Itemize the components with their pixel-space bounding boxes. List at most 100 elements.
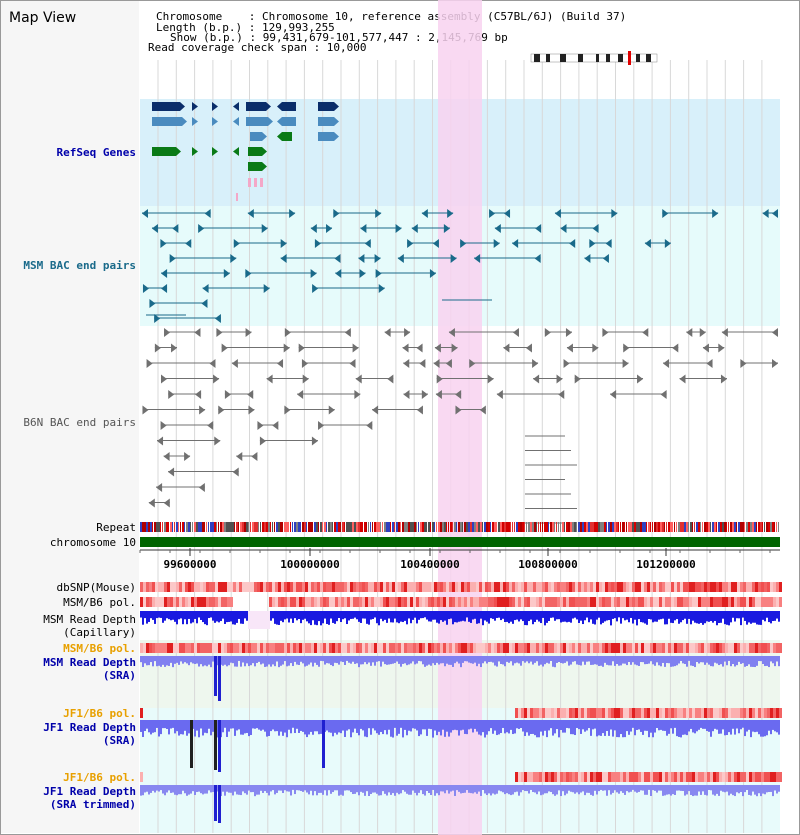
jf1-trim-depth-bar bbox=[594, 785, 596, 791]
msm-cap-depth-bar bbox=[372, 611, 374, 620]
repeat-segment bbox=[774, 522, 775, 532]
dbsnp-cell bbox=[611, 582, 614, 592]
repeat-segment bbox=[648, 522, 651, 532]
msm-b6-pol-cell bbox=[692, 597, 695, 607]
label-msm-depth-sra-1[interactable]: MSM Read Depth bbox=[43, 656, 136, 669]
label-repeat[interactable]: Repeat bbox=[96, 521, 136, 534]
jf1-depth-bar bbox=[664, 720, 666, 731]
jf1-trim-depth-bar bbox=[592, 785, 594, 796]
msm-cap-depth-bar bbox=[350, 611, 352, 619]
msm-cap-depth-bar bbox=[772, 611, 774, 622]
repeat-segment bbox=[496, 522, 497, 532]
label-jf1-b6-pol-trim[interactable]: JF1/B6 pol. bbox=[63, 771, 136, 784]
jf1-trim-depth-bar bbox=[604, 785, 606, 791]
jf1-depth-bar bbox=[666, 720, 668, 736]
msm-sra-depth-bar bbox=[460, 656, 462, 668]
jf1-trim-depth-bar bbox=[674, 785, 676, 795]
repeat-segment bbox=[668, 522, 670, 532]
jf1-pol-cell bbox=[599, 708, 602, 718]
jf1-depth-bar bbox=[726, 720, 728, 736]
label-msm-b6-pol-sra[interactable]: MSM/B6 pol. bbox=[63, 642, 136, 655]
jf1-trim-pol-cell bbox=[683, 772, 686, 782]
dbsnp-cell bbox=[728, 582, 731, 592]
msm-sra-depth-bar bbox=[308, 656, 310, 665]
repeat-segment bbox=[690, 522, 692, 532]
msm-b6-pol-cell bbox=[629, 597, 632, 607]
label-msm-b6-pol[interactable]: MSM/B6 pol. bbox=[63, 596, 136, 609]
b6n-bac-pair-end bbox=[142, 405, 149, 415]
jf1-depth-bar-spike bbox=[322, 720, 325, 768]
repeat-segment bbox=[602, 522, 604, 532]
msm-sra-pol-cell bbox=[296, 643, 299, 653]
jf1-trim-depth-bar bbox=[552, 785, 554, 795]
dbsnp-cell bbox=[569, 582, 572, 592]
msm-sra-depth-bar bbox=[336, 656, 338, 664]
repeat-segment bbox=[408, 522, 410, 532]
dbsnp-cell bbox=[419, 582, 422, 592]
jf1-depth-bar bbox=[588, 720, 590, 729]
msm-bac-pair-end bbox=[233, 239, 240, 248]
msm-sra-depth-bar bbox=[426, 656, 428, 666]
jf1-depth-bar bbox=[406, 720, 408, 736]
jf1-trim-depth-bar bbox=[548, 785, 550, 792]
msm-b6-pol-cell bbox=[695, 597, 698, 607]
msm-cap-depth-bar bbox=[332, 611, 334, 623]
jf1-depth-bar bbox=[548, 720, 550, 731]
msm-sra-depth-bar bbox=[152, 656, 154, 667]
jf1-pol-cell bbox=[779, 708, 782, 718]
label-jf1-b6-pol[interactable]: JF1/B6 pol. bbox=[63, 707, 136, 720]
refseq-gene-arrow bbox=[266, 102, 271, 111]
jf1-depth-bar bbox=[566, 720, 568, 728]
msm-sra-pol-cell bbox=[587, 643, 590, 653]
b6n-bac-pair-end bbox=[404, 328, 411, 337]
repeat-segment bbox=[650, 522, 651, 532]
jf1-trim-depth-bar bbox=[502, 785, 504, 793]
jf1-pol-cell bbox=[626, 708, 629, 718]
dbsnp-cell bbox=[527, 582, 530, 592]
msm-b6-pol-cell bbox=[518, 597, 521, 607]
msm-cap-depth-bar bbox=[730, 611, 732, 623]
msm-sra-depth-bar bbox=[326, 656, 328, 664]
msm-cap-depth-bar bbox=[728, 611, 730, 626]
label-msm-bac[interactable]: MSM BAC end pairs bbox=[23, 259, 136, 272]
jf1-pol-cell bbox=[767, 708, 770, 718]
msm-cap-depth-bar bbox=[476, 611, 478, 624]
b6n-bac-pair-end bbox=[672, 343, 679, 353]
msm-sra-pol-cell bbox=[188, 643, 191, 653]
msm-cap-depth-bar bbox=[644, 611, 646, 624]
repeat-segment bbox=[212, 522, 214, 532]
chromosome-bar bbox=[140, 537, 780, 547]
repeat-segment bbox=[324, 522, 326, 532]
jf1-trim-depth-bar bbox=[718, 785, 720, 796]
label-jf1-trim-1[interactable]: JF1 Read Depth bbox=[43, 785, 136, 798]
jf1-depth-bar bbox=[618, 720, 620, 738]
repeat-segment bbox=[412, 522, 415, 532]
msm-sra-depth-bar bbox=[626, 656, 628, 666]
jf1-depth-bar bbox=[536, 720, 538, 738]
dbsnp-cell bbox=[524, 582, 527, 592]
jf1-depth-bar bbox=[300, 720, 302, 731]
label-jf1-depth-1[interactable]: JF1 Read Depth bbox=[43, 721, 136, 734]
msm-b6-pol-cell bbox=[335, 597, 338, 607]
msm-cap-depth-bar bbox=[778, 611, 780, 622]
msm-cap-depth-bar bbox=[564, 611, 566, 622]
jf1-trim-depth-bar bbox=[178, 785, 180, 795]
msm-cap-depth-gap bbox=[248, 611, 270, 629]
msm-cap-depth-bar bbox=[348, 611, 350, 621]
label-refseq-genes[interactable]: RefSeq Genes bbox=[56, 146, 136, 159]
label-chromosome[interactable]: chromosome 10 bbox=[49, 536, 136, 549]
label-b6n-bac[interactable]: B6N BAC end pairs bbox=[23, 416, 136, 429]
repeat-segment bbox=[476, 522, 479, 532]
jf1-trim-depth-bar bbox=[426, 785, 428, 792]
msm-cap-depth-bar bbox=[238, 611, 240, 619]
feature-arrow bbox=[212, 102, 218, 111]
label-msm-depth-cap-1[interactable]: MSM Read Depth bbox=[43, 613, 136, 626]
msm-cap-depth-bar bbox=[424, 611, 426, 618]
label-dbsnp[interactable]: dbSNP(Mouse) bbox=[56, 581, 136, 594]
msm-b6-pol-cell bbox=[554, 597, 557, 607]
msm-sra-pol-cell bbox=[287, 643, 290, 653]
jf1-depth-bar bbox=[362, 720, 364, 731]
jf1-trim-depth-bar bbox=[470, 785, 472, 794]
msm-sra-depth-bar bbox=[560, 656, 562, 663]
